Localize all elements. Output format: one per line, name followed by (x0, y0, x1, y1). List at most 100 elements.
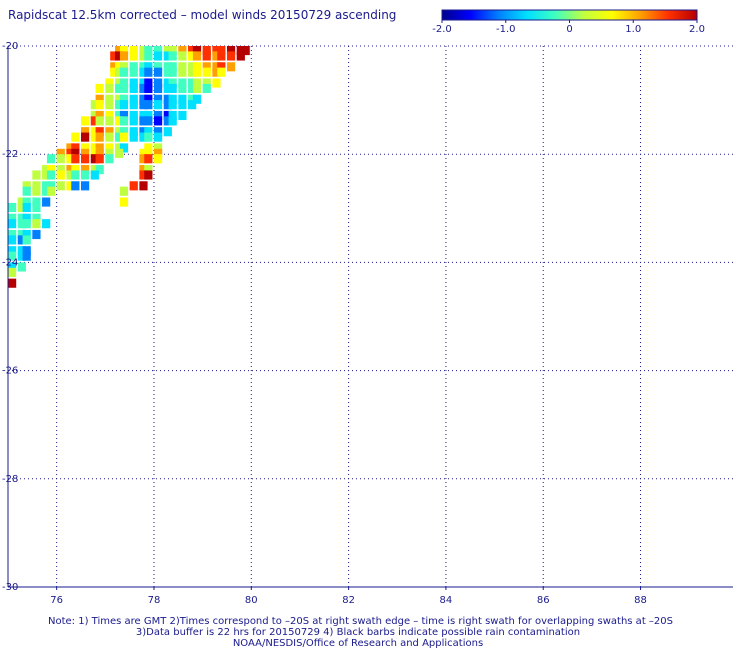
heatmap-cell (115, 132, 124, 142)
heatmap-cell (163, 78, 172, 88)
heatmap-cell (71, 170, 80, 180)
heatmap-cell (226, 46, 236, 56)
heatmap-cell (241, 46, 250, 56)
heatmap-cell (139, 78, 148, 88)
heatmap-cell (105, 143, 114, 153)
heatmap-cell (115, 148, 124, 158)
heatmap-cell (178, 78, 187, 88)
heatmap-cell (188, 83, 197, 93)
heatmap-cell (105, 127, 114, 137)
y-tick-label: -22 (2, 149, 18, 160)
heatmap-cell (22, 181, 31, 191)
heatmap-cell (139, 181, 148, 191)
heatmap-cell (46, 181, 56, 191)
heatmap-cell (202, 78, 211, 88)
heatmap-cell (90, 116, 99, 126)
heatmap-cell (129, 132, 138, 142)
heatmap-cell (188, 67, 197, 77)
x-tick-label: 80 (245, 595, 258, 606)
heatmap-cell (32, 229, 41, 240)
y-tick-label: -30 (2, 582, 18, 593)
x-tick-label: 82 (342, 595, 355, 606)
heatmap-cell (144, 132, 153, 142)
heatmap-cell (32, 197, 41, 207)
y-tick-label: -20 (2, 41, 18, 52)
heatmap-cell (17, 197, 26, 207)
heatmap-cell (119, 132, 129, 142)
heatmap-cell (71, 154, 80, 164)
heatmap-cell (119, 67, 129, 77)
heatmap-cell (42, 181, 51, 191)
heatmap-cell (119, 127, 129, 137)
heatmap-cell (163, 94, 172, 104)
heatmap-cell (144, 170, 153, 180)
y-tick-label: -28 (2, 474, 18, 485)
y-tick-label: -24 (2, 257, 18, 268)
heatmap-cell (202, 62, 211, 72)
heatmap-cell (80, 154, 90, 164)
heatmap-cell (105, 100, 114, 110)
heatmap-cell (139, 127, 148, 137)
heatmap-cell (22, 197, 31, 207)
heatmap-cell (90, 165, 99, 175)
colorbar-tick-label: 0 (566, 24, 572, 35)
heatmap-cell (192, 46, 202, 56)
heatmap-cell (144, 51, 153, 61)
heatmap-cell (71, 181, 80, 191)
heatmap-cell (46, 154, 56, 164)
heatmap-cell (80, 143, 90, 153)
heatmap-cell (80, 181, 90, 191)
heatmap-cell (202, 83, 211, 93)
heatmap-cell (144, 154, 153, 164)
heatmap-cell (153, 116, 163, 126)
heatmap-cell (129, 116, 138, 126)
heatmap-cell (105, 132, 114, 142)
heatmap-cell (42, 219, 51, 229)
heatmap-cell (90, 143, 99, 153)
heatmap-cell (139, 62, 148, 72)
heatmap-cell (168, 78, 177, 88)
heatmap-cell (163, 116, 172, 126)
heatmap-cell (115, 110, 124, 121)
heatmap-cell (139, 154, 148, 164)
x-tick-label: 76 (50, 595, 63, 606)
heatmap-cell (66, 170, 75, 180)
heatmap-cell (42, 186, 51, 196)
heatmap-cell (90, 148, 99, 158)
heatmap-cell (168, 83, 177, 93)
heatmap-cell (42, 170, 51, 180)
heatmap-cell (115, 83, 124, 93)
colorbar-tick-label: -1.0 (496, 24, 516, 35)
heatmap-cell (105, 83, 114, 93)
heatmap-cell (95, 132, 104, 142)
heatmap-cell (90, 100, 99, 110)
heatmap-cell (139, 148, 148, 158)
heatmap-cell (32, 219, 41, 229)
heatmap-cell (129, 62, 138, 72)
heatmap-cell (56, 165, 65, 175)
heatmap-cell (110, 51, 119, 61)
heatmap-cell (32, 170, 41, 180)
heatmap-cell (66, 148, 75, 158)
heatmap-cell (188, 51, 197, 61)
heatmap-cell (95, 100, 104, 110)
heatmap-cell (119, 197, 129, 207)
heatmap-cell (129, 67, 138, 77)
heatmap-cell (153, 154, 163, 164)
heatmap-cell (192, 94, 202, 104)
heatmap-cell (144, 62, 153, 72)
note-line-1: Note: 1) Times are GMT 2)Times correspon… (48, 616, 673, 627)
heatmap-cell (139, 94, 148, 104)
heatmap-cell (22, 229, 31, 240)
heatmap-cell (144, 78, 153, 88)
heatmap-cell (153, 51, 163, 61)
heatmap-cell (95, 143, 104, 153)
heatmap-cell (17, 213, 26, 223)
heatmap-cell (144, 165, 153, 175)
heatmap-cell (95, 110, 104, 121)
note-line-3: NOAA/NESDIS/Office of Research and Appli… (232, 638, 484, 649)
heatmap-cell (139, 132, 148, 142)
heatmap-cell (144, 148, 153, 158)
heatmap-cell (115, 78, 124, 88)
heatmap-cell (105, 154, 114, 164)
